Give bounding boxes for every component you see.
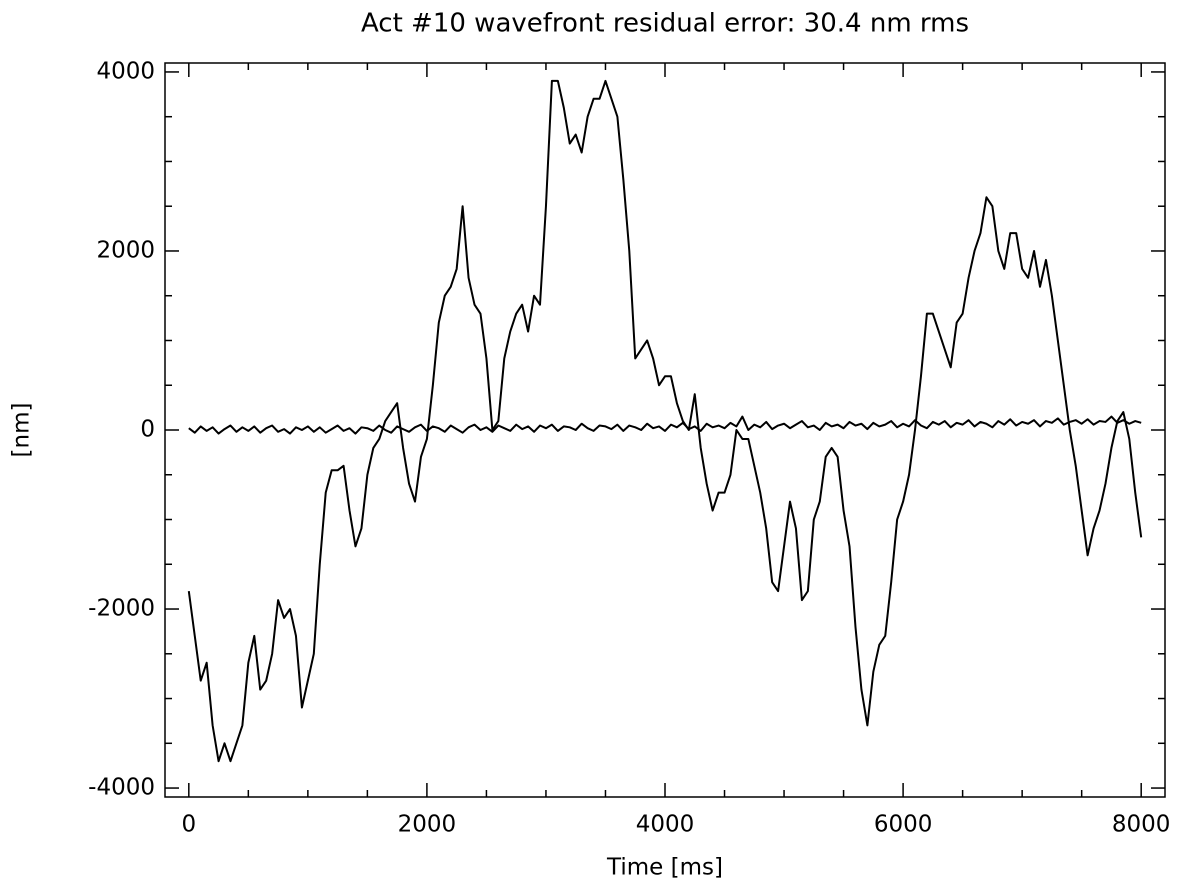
- x-tick-label: 0: [181, 812, 196, 838]
- y-axis-label: [nm]: [9, 403, 35, 458]
- chart-title: Act #10 wavefront residual error: 30.4 n…: [361, 9, 969, 39]
- x-axis-label: Time [ms]: [606, 855, 723, 881]
- x-tick-label: 8000: [1112, 812, 1171, 838]
- x-tick-label: 4000: [636, 812, 695, 838]
- x-tick-label: 2000: [398, 812, 457, 838]
- y-tick-label: 4000: [96, 58, 155, 84]
- data-line: [187, 79, 1143, 763]
- y-tick-label: 0: [140, 417, 155, 443]
- y-tick-label: 2000: [96, 237, 155, 263]
- y-tick-label: -4000: [88, 775, 155, 801]
- x-tick-label: 6000: [874, 812, 933, 838]
- data-line: [188, 415, 1142, 435]
- y-tick-label: -2000: [88, 596, 155, 622]
